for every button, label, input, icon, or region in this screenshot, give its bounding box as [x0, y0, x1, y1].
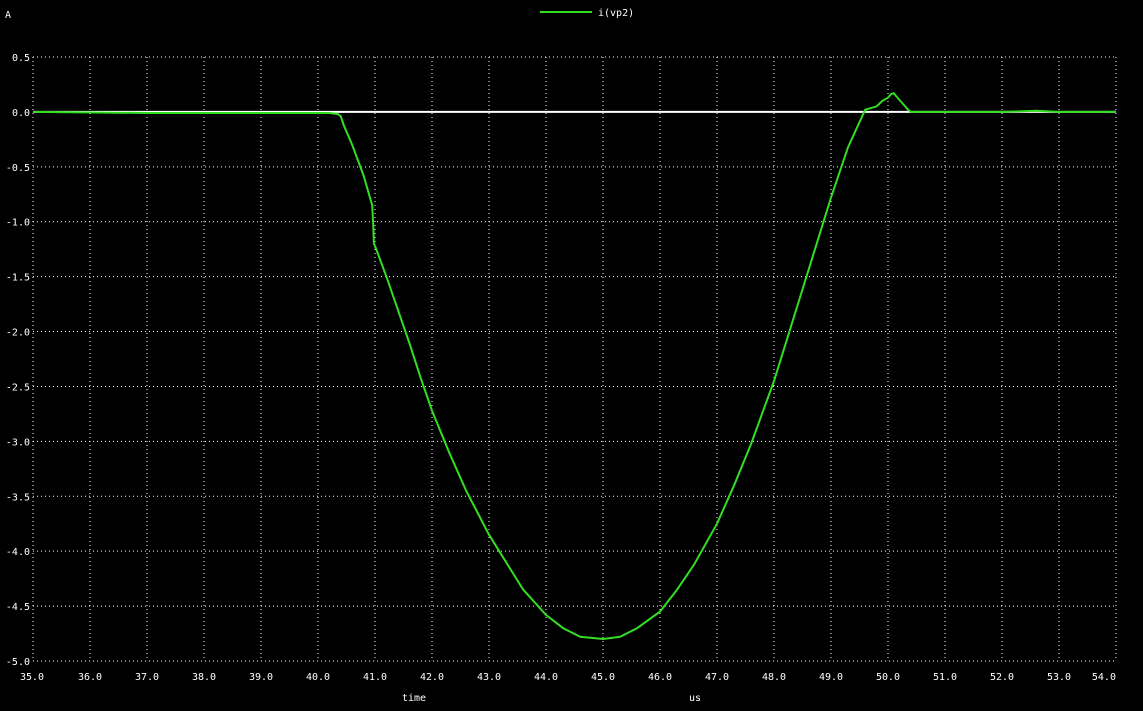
y-tick-label: -0.5: [6, 163, 30, 174]
x-axis-ticks: 35.0 36.0 37.0 38.0 39.0 40.0 41.0 42.0 43.0 44.0…: [20, 672, 1116, 683]
y-tick-label: -3.5: [6, 492, 30, 503]
x-tick-label: 47.0: [705, 672, 729, 683]
y-tick-label: -2.0: [6, 328, 30, 339]
y-axis-unit-label: A: [5, 10, 11, 21]
y-tick-label: 0.0: [12, 108, 30, 119]
x-tick-label: 54.0: [1092, 672, 1116, 683]
x-tick-label: 50.0: [876, 672, 900, 683]
x-axis-label: time: [402, 693, 426, 704]
x-tick-label: 41.0: [363, 672, 387, 683]
y-tick-label: -1.0: [6, 218, 30, 229]
x-tick-label: 52.0: [990, 672, 1014, 683]
y-tick-label: 0.5: [12, 53, 30, 64]
legend: i(vp2): [540, 8, 634, 19]
x-tick-label: 44.0: [534, 672, 558, 683]
x-tick-label: 40.0: [306, 672, 330, 683]
x-tick-label: 38.0: [192, 672, 216, 683]
legend-label-i-vp2: i(vp2): [598, 8, 634, 19]
x-tick-label: 36.0: [78, 672, 102, 683]
x-tick-label: 35.0: [20, 672, 44, 683]
x-tick-label: 45.0: [591, 672, 615, 683]
x-tick-label: 42.0: [420, 672, 444, 683]
x-tick-label: 51.0: [933, 672, 957, 683]
x-tick-label: 48.0: [762, 672, 786, 683]
y-tick-label: -5.0: [6, 657, 30, 668]
x-tick-label: 49.0: [819, 672, 843, 683]
series-line-i-vp2: [32, 92, 1116, 641]
y-tick-label: -1.5: [6, 273, 30, 284]
y-tick-label: -4.5: [6, 602, 30, 613]
y-tick-label: -4.0: [6, 547, 30, 558]
y-axis-ticks: 0.5 0.0 -0.5 -1.0 -1.5 -2.0 -2.5 -3.0 -3.5 -4.0 -4…: [6, 53, 30, 668]
x-tick-label: 43.0: [477, 672, 501, 683]
y-tick-label: -3.0: [6, 437, 30, 448]
y-tick-label: -2.5: [6, 382, 30, 393]
x-tick-label: 37.0: [135, 672, 159, 683]
x-tick-label: 46.0: [648, 672, 672, 683]
x-tick-label: 39.0: [249, 672, 273, 683]
x-tick-label: 53.0: [1047, 672, 1071, 683]
grid-lines: [32, 56, 1117, 662]
x-axis-unit-label: us: [689, 693, 701, 704]
